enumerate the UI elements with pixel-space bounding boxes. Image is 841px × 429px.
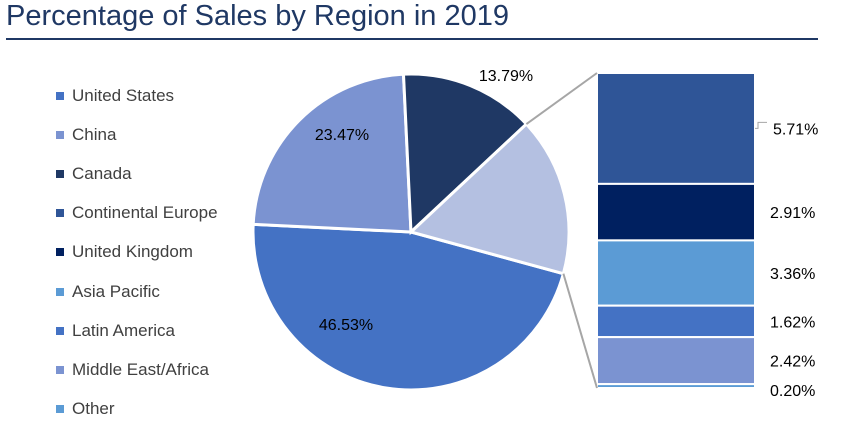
legend-swatch xyxy=(56,287,64,296)
bar-of-pie-chart: 46.53% 23.47% 13.79% 5.71% 2.91% 3.36% 1.62% 2.… xyxy=(251,68,818,400)
bar-segment-latin-america xyxy=(596,304,756,339)
legend-swatch xyxy=(56,405,64,414)
bar-data-label-united-kingdom: 2.91% xyxy=(770,205,815,222)
bar-segment-asia-pacific xyxy=(596,239,756,307)
pie-data-label-china: 23.47% xyxy=(315,127,369,144)
legend-label: Canada xyxy=(72,163,132,183)
legend-label: China xyxy=(72,124,117,144)
legend-item-latin-america: Latin America xyxy=(56,311,218,350)
legend-label: Middle East/Africa xyxy=(72,359,209,379)
legend-item-middle-east-africa: Middle East/Africa xyxy=(56,350,218,389)
pie-slice-other-stacked-bar xyxy=(408,121,571,276)
pie-slice-united-states xyxy=(251,222,566,392)
connector-line-top xyxy=(525,72,598,125)
legend-swatch xyxy=(56,365,64,374)
legend-swatch xyxy=(56,169,64,178)
connector-line-bottom xyxy=(562,273,598,389)
legend-item-united-states: United States xyxy=(56,76,218,115)
legend-swatch xyxy=(56,209,64,218)
legend-label: United Kingdom xyxy=(72,242,193,262)
chart-title: Percentage of Sales by Region in 2019 xyxy=(6,0,510,32)
title-underline xyxy=(6,38,818,40)
pie-slice-canada xyxy=(401,72,529,236)
bar-segment-middle-east-africa xyxy=(596,336,756,386)
legend-item-continental-europe: Continental Europe xyxy=(56,194,218,233)
legend-item-canada: Canada xyxy=(56,154,218,193)
bar-data-label-middle-east-africa: 2.42% xyxy=(770,354,815,371)
legend: United States China Canada Continental Euro… xyxy=(56,76,218,429)
legend-label: Asia Pacific xyxy=(72,281,160,301)
legend-label: United States xyxy=(72,85,175,105)
bar-segment-other xyxy=(596,383,756,389)
pie-data-label-canada: 13.79% xyxy=(479,68,533,85)
legend-swatch xyxy=(56,326,64,335)
pie-slice-china xyxy=(251,72,413,234)
bar-data-label-continental-europe: 5.71% xyxy=(773,121,818,138)
legend-label: Continental Europe xyxy=(72,203,218,223)
bar-data-label-other: 0.20% xyxy=(770,383,815,400)
legend-label: Latin America xyxy=(72,320,175,340)
pie-data-label-united-states: 46.53% xyxy=(319,317,373,334)
legend-swatch xyxy=(56,130,64,139)
bar-data-label-asia-pacific: 3.36% xyxy=(770,266,815,283)
bar-label-leader-line xyxy=(755,121,767,129)
legend-swatch xyxy=(56,248,64,257)
legend-item-asia-pacific: Asia Pacific xyxy=(56,272,218,311)
legend-item-china: China xyxy=(56,115,218,154)
legend-item-united-kingdom: United Kingdom xyxy=(56,233,218,272)
bar-segment-continental-europe xyxy=(596,72,756,185)
bar-data-label-latin-america: 1.62% xyxy=(770,314,815,331)
legend-swatch xyxy=(56,91,64,100)
bar-segment-united-kingdom xyxy=(596,182,756,242)
